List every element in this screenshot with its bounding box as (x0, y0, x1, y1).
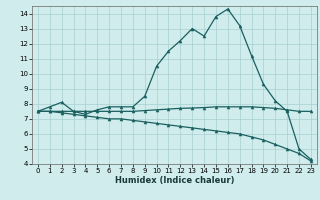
X-axis label: Humidex (Indice chaleur): Humidex (Indice chaleur) (115, 176, 234, 185)
